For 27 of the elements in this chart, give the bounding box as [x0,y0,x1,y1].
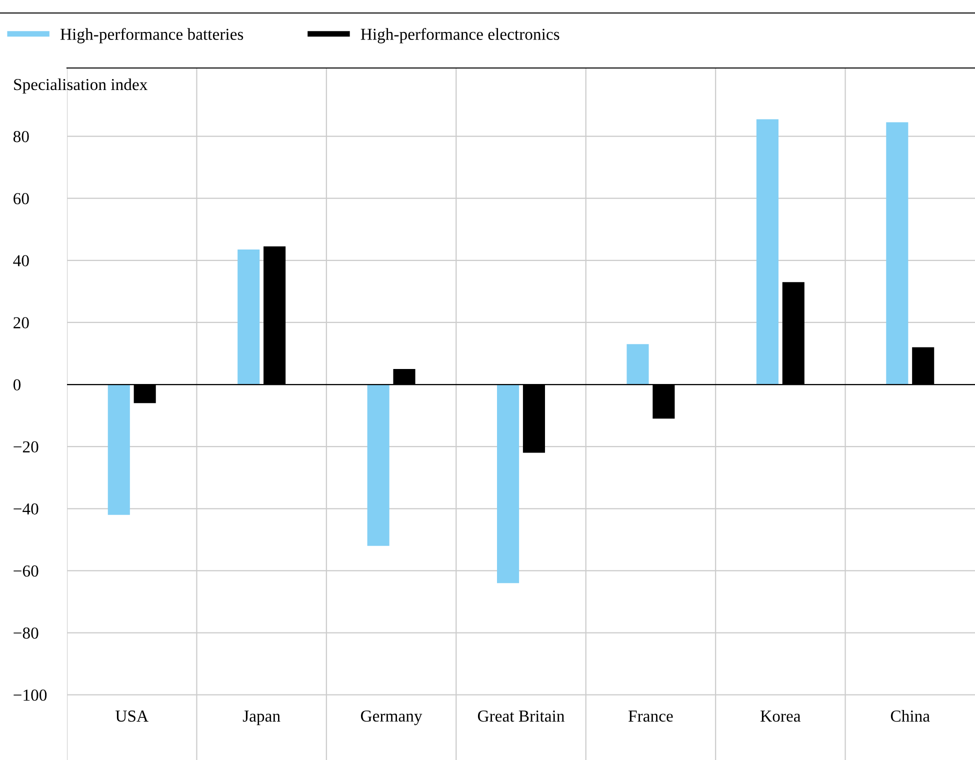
y-tick-label: 0 [13,379,21,390]
y-tick-label: 20 [14,317,29,328]
y-tick-label: −80 [14,627,38,639]
x-tick-label: China [890,710,930,722]
bar [367,384,390,546]
bar [886,122,908,385]
bar [626,344,649,385]
legend-label: High-performance electronics [360,28,560,44]
y-tick-label: −20 [14,441,38,453]
x-tick-label: Japan [242,710,280,726]
x-tick-label: Germany [360,710,422,726]
legend-label: High-performance batteries [60,28,244,44]
x-tick-label: Korea [760,710,801,722]
y-tick-label: 80 [13,130,29,142]
y-tick-label: 60 [14,193,29,204]
x-tick-label: USA [116,710,148,722]
y-axis-title: Specialisation index [14,78,148,94]
bar [497,384,520,584]
y-tick-label: 40 [13,255,29,266]
x-tick-label: France [628,710,673,722]
bar [756,119,778,385]
x-tick-label: Great Britain [478,710,564,722]
y-tick-label: −60 [14,565,38,577]
y-tick-label: −100 [14,690,47,701]
bar [238,250,260,385]
bar [108,384,130,515]
y-tick-label: −40 [14,503,38,515]
